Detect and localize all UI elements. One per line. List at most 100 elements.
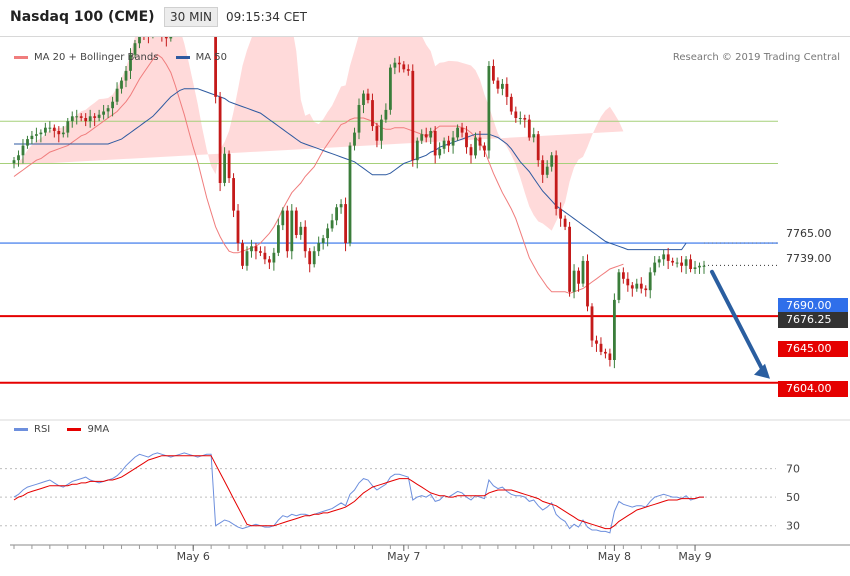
- candle-body: [30, 135, 34, 139]
- candle-body: [492, 66, 495, 81]
- candle-body: [590, 306, 594, 341]
- candle-body: [384, 109, 388, 120]
- candle-body: [335, 207, 338, 221]
- ma50-legend-label: MA 50: [195, 52, 227, 63]
- candle-body: [227, 153, 231, 179]
- candle-body: [223, 153, 226, 183]
- candle-body: [411, 70, 415, 161]
- candle-body: [568, 226, 571, 292]
- candle-body: [554, 155, 558, 209]
- candle-body: [79, 116, 83, 118]
- candle-body: [474, 137, 477, 156]
- bollinger-legend-label: MA 20 + Bollinger Bands: [34, 52, 159, 63]
- rsi-tick-label: 70: [786, 463, 800, 476]
- candle-body: [308, 251, 312, 265]
- candle-body: [572, 270, 576, 292]
- candle-body: [397, 62, 401, 65]
- candle-body: [617, 272, 621, 300]
- candle-body: [75, 116, 79, 118]
- candle-body: [648, 272, 652, 291]
- candle-body: [214, 0, 217, 97]
- candle-body: [357, 105, 361, 133]
- last-price-label: 7676.25: [778, 312, 848, 328]
- candle-body: [52, 127, 56, 131]
- candle-body: [599, 343, 603, 352]
- candle-body: [563, 218, 567, 227]
- candle-body: [505, 83, 509, 97]
- candle-body: [93, 116, 97, 118]
- candle-body: [97, 114, 101, 118]
- candle-body: [501, 83, 504, 89]
- candle-body: [70, 116, 74, 122]
- candle-body: [420, 134, 424, 141]
- candle-body: [559, 208, 562, 219]
- candle-body: [496, 80, 500, 89]
- candle-body: [281, 210, 285, 226]
- candle-body: [344, 204, 347, 244]
- candle-body: [532, 134, 536, 138]
- candle-body: [375, 126, 379, 141]
- candle-body: [380, 119, 383, 141]
- level-label-7690: 7690.00: [778, 298, 848, 314]
- candle-body: [622, 272, 625, 279]
- candle-body: [326, 228, 329, 239]
- candle-body: [545, 166, 549, 175]
- day-tick-label: May 6: [177, 550, 210, 563]
- bollinger-band-area: [14, 0, 624, 231]
- candle-body: [317, 243, 321, 252]
- candle-body: [644, 288, 648, 291]
- rsi-legend-label: RSI: [34, 424, 51, 435]
- candle-body: [478, 137, 482, 146]
- candle-body: [250, 246, 253, 252]
- candle-body: [447, 140, 450, 146]
- rsi-legend: RSI 9MA: [14, 424, 109, 435]
- candle-body: [424, 134, 428, 138]
- candle-body: [465, 132, 468, 148]
- interval-button[interactable]: 30 MIN: [164, 7, 218, 27]
- rsi-tick-label: 30: [786, 520, 800, 533]
- candle-body: [277, 225, 280, 253]
- timestamp: 09:15:34 CET: [226, 10, 307, 24]
- candle-body: [487, 66, 491, 151]
- bollinger-swatch: [14, 55, 28, 59]
- candle-body: [124, 70, 128, 81]
- candle-body: [429, 131, 433, 138]
- forecast-arrow-shaft: [710, 269, 766, 375]
- level-label-7739: 7739.00: [778, 251, 848, 267]
- candle-body: [254, 246, 258, 252]
- candle-body: [35, 134, 38, 136]
- level-label-7765: 7765.00: [778, 226, 848, 242]
- candle-body: [393, 62, 397, 68]
- candle-body: [88, 116, 92, 122]
- candle-body: [17, 155, 20, 161]
- candle-body: [595, 340, 598, 344]
- price-legend: MA 20 + Bollinger Bands MA 50: [14, 52, 227, 63]
- candle-body: [285, 210, 289, 252]
- candle-body: [550, 155, 554, 167]
- candle-body: [698, 265, 701, 268]
- candle-body: [604, 351, 607, 354]
- candle-body: [608, 353, 612, 360]
- ma50-swatch: [175, 55, 190, 59]
- level-label-7604: 7604.00: [778, 381, 848, 397]
- candle-body: [111, 101, 114, 109]
- candle-body: [268, 259, 271, 263]
- candle-body: [272, 252, 276, 263]
- candle-body: [402, 64, 406, 70]
- candle-body: [523, 118, 527, 120]
- candle-body: [133, 43, 137, 55]
- day-tick-label: May 9: [678, 550, 711, 563]
- candle-body: [527, 119, 531, 138]
- candle-body: [44, 127, 47, 133]
- candle-body: [438, 148, 442, 156]
- candle-body: [514, 111, 518, 118]
- candle-body: [339, 204, 343, 208]
- candle-body: [129, 54, 132, 71]
- candle-body: [61, 132, 65, 135]
- candle-body: [232, 178, 235, 211]
- instrument-title: Nasdaq 100 (CME): [10, 9, 155, 25]
- candle-body: [630, 285, 634, 289]
- ma20-line: [13, 53, 624, 294]
- candle-body: [613, 299, 616, 360]
- candle-body: [236, 210, 240, 244]
